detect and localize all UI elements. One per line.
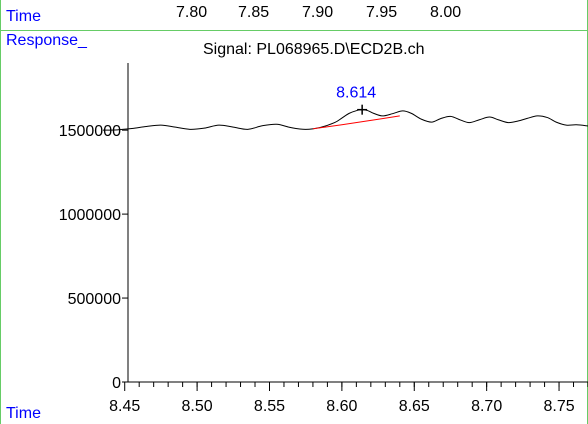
panel-divider — [0, 30, 588, 31]
y-tick-label: 0 — [112, 375, 121, 392]
time-axis-label: Time — [6, 405, 41, 422]
peak-label: 8.614 — [336, 85, 376, 102]
signal-trace — [102, 109, 588, 131]
y-tick-label: 1000000 — [59, 207, 121, 224]
x-tick-label: 8.45 — [109, 398, 140, 415]
x-tick-label: 8.65 — [399, 398, 430, 415]
chart-title: Signal: PL068965.D\ECD2B.ch — [203, 41, 425, 58]
prev-tick-label: 7.90 — [302, 4, 334, 21]
x-tick-label: 8.75 — [543, 398, 574, 415]
x-tick-label: 8.70 — [471, 398, 502, 415]
response-axis-label: Response_ — [6, 32, 87, 49]
prev-tick-label: 8.00 — [430, 4, 462, 21]
x-tick-label: 8.60 — [326, 398, 357, 415]
panel-left-border — [0, 0, 1, 424]
prev-tick-label: 7.80 — [176, 4, 208, 21]
x-tick-label: 8.55 — [254, 398, 285, 415]
x-tick-label: 8.50 — [182, 398, 213, 415]
prev-tick-label: 7.85 — [238, 4, 270, 21]
prev-tick-label: 7.95 — [366, 4, 398, 21]
y-tick-label: 1500000 — [59, 123, 121, 140]
y-tick-label: 500000 — [68, 291, 121, 308]
peak-baseline — [312, 115, 400, 130]
prev-time-label: Time — [6, 8, 41, 25]
